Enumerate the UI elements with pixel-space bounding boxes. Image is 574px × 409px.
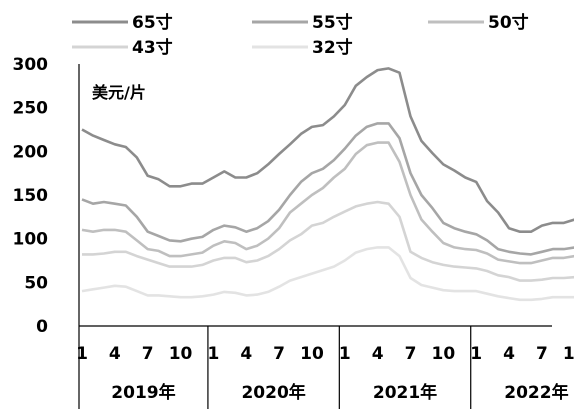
- x-tick-label: 7: [536, 344, 548, 364]
- year-label: 2019年: [111, 382, 175, 403]
- x-tick-label: 4: [372, 344, 384, 364]
- y-tick-label: 300: [13, 55, 49, 75]
- x-tick-label: 4: [109, 344, 121, 364]
- series-lines: [81, 67, 574, 302]
- y-axis-unit-label: 美元/片: [92, 83, 146, 102]
- legend-label: 50寸: [488, 12, 529, 33]
- y-tick-label: 150: [13, 186, 49, 206]
- x-tick-label: 1: [76, 344, 88, 364]
- year-label: 2020年: [241, 382, 305, 403]
- year-label: 2022年: [504, 382, 568, 403]
- x-tick-label: 1: [339, 344, 351, 364]
- x-tick-label: 10: [563, 344, 574, 364]
- y-axis-ticks: 0 50 100 150 200 250 300: [13, 55, 49, 337]
- x-tick-label: 7: [273, 344, 285, 364]
- x-tick-label: 4: [240, 344, 252, 364]
- x-tick-label: 7: [142, 344, 154, 364]
- x-tick-label: 1: [470, 344, 482, 364]
- y-tick-label: 100: [13, 230, 49, 250]
- series-line: [81, 246, 574, 302]
- legend: 65寸 55寸 50寸 43寸 32寸: [72, 12, 529, 58]
- x-tick-label: 4: [503, 344, 515, 364]
- legend-label: 65寸: [132, 12, 173, 33]
- y-tick-label: 200: [13, 142, 49, 162]
- year-label: 2021年: [373, 382, 437, 403]
- legend-label: 43寸: [132, 37, 173, 58]
- x-tick-label: 7: [405, 344, 417, 364]
- series-line: [81, 122, 574, 256]
- x-tick-label: 1: [207, 344, 219, 364]
- x-tick-label: 10: [300, 344, 324, 364]
- series-line: [81, 141, 574, 265]
- y-tick-label: 0: [36, 317, 48, 337]
- x-tick-label: 10: [432, 344, 456, 364]
- x-tick-label: 10: [169, 344, 193, 364]
- y-tick-label: 250: [13, 99, 49, 119]
- y-tick-label: 50: [24, 273, 48, 293]
- x-axis-ticks: 1471014710147101471012019年2020年2021年2022…: [76, 326, 574, 409]
- legend-label: 55寸: [312, 12, 353, 33]
- legend-label: 32寸: [312, 37, 353, 58]
- series-line: [81, 67, 574, 233]
- series-line: [82, 200, 574, 282]
